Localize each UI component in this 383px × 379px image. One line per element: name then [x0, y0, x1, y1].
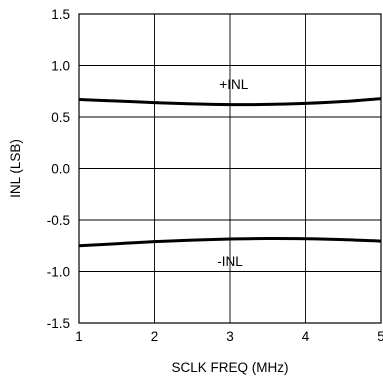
y-tick-label--0.5: -0.5 [47, 213, 70, 228]
grid-lines [78, 13, 382, 324]
annotations: +INL -INL [217, 77, 248, 269]
series-line-minus-inl [78, 237, 382, 248]
x-tick-label-1: 1 [75, 329, 83, 344]
plot-frame [78, 13, 382, 324]
y-tick-label-0.5: 0.5 [51, 110, 70, 125]
x-tick-label-3: 3 [226, 329, 234, 344]
x-tick-label-4: 4 [302, 329, 310, 344]
series-lines [78, 97, 382, 248]
y-tick-label-1.5: 1.5 [51, 7, 70, 22]
annotation-plus-inl: +INL [219, 77, 248, 92]
y-tick-labels: 1.5 1.0 0.5 0.0 -0.5 -1.0 -1.5 [47, 7, 70, 331]
y-tick-label-1.0: 1.0 [51, 59, 70, 74]
y-axis-label: INL (LSB) [8, 139, 23, 198]
annotation-minus-inl: -INL [217, 254, 243, 269]
series-line-plus-inl [78, 97, 382, 107]
y-tick-label--1.0: -1.0 [47, 265, 70, 280]
x-tick-label-5: 5 [377, 329, 383, 344]
x-axis-label: SCLK FREQ (MHz) [171, 360, 288, 375]
x-tick-label-2: 2 [151, 329, 159, 344]
y-tick-label-0.0: 0.0 [51, 162, 70, 177]
y-tick-label--1.5: -1.5 [47, 316, 70, 331]
x-tick-labels: 1 2 3 4 5 [75, 329, 383, 344]
